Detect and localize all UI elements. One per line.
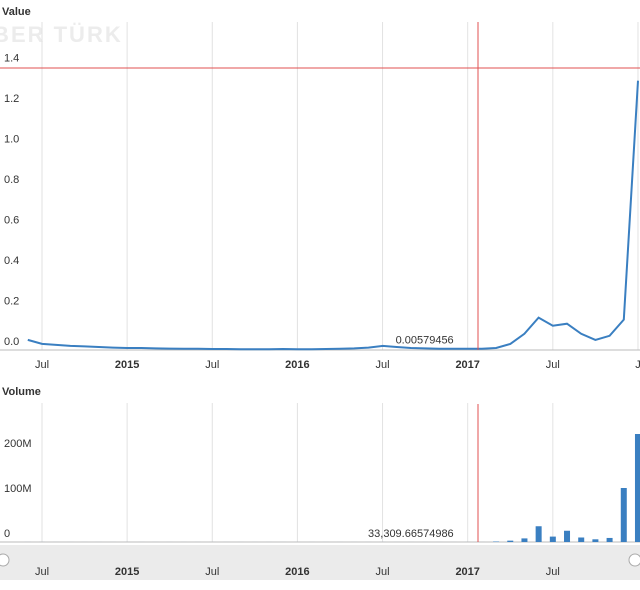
y-tick-label: 1.0 [4, 133, 19, 145]
x-tick-label: Jul [35, 359, 49, 371]
y-tick-label: 0 [4, 528, 10, 540]
bar [564, 530, 571, 542]
value-label: 33,309.66574986 [368, 528, 454, 540]
bar [578, 537, 585, 542]
bar [535, 526, 542, 542]
y-tick-label: 200M [4, 438, 32, 450]
x-tick-label: Jul [205, 359, 219, 371]
bar [507, 540, 514, 542]
x-tick-label: J [635, 359, 640, 371]
x-tick-label: Jul [546, 566, 560, 578]
y-tick-label: 100M [4, 483, 32, 495]
y-tick-label: 0.8 [4, 174, 19, 186]
x-tick-label: Jul [376, 359, 390, 371]
y-tick-label: 0.6 [4, 214, 19, 226]
y-tick-label: 1.2 [4, 93, 19, 105]
bar [634, 434, 640, 542]
x-tick-label: 2016 [285, 359, 309, 371]
watermark: HABER TÜRK [0, 22, 123, 47]
bar [521, 538, 528, 542]
x-tick-label: Jul [35, 566, 49, 578]
x-tick-label: 2015 [115, 566, 139, 578]
line [27, 80, 639, 351]
panel-title: Volume [2, 386, 41, 398]
bar [620, 488, 627, 542]
panel-title: Value [2, 6, 31, 18]
y-tick-label: 0.4 [4, 255, 19, 267]
navigator-handle[interactable] [628, 553, 640, 567]
bar [592, 539, 599, 542]
x-tick-label: 2017 [455, 566, 479, 578]
navigator-handle[interactable] [0, 553, 10, 567]
x-tick-label: Jul [546, 359, 560, 371]
bar [606, 537, 613, 542]
x-tick-label: Jul [376, 566, 390, 578]
bar [549, 536, 556, 542]
y-tick-label: 1.4 [4, 52, 19, 64]
y-tick-label: 0.0 [4, 336, 19, 348]
y-tick-label: 0.2 [4, 295, 19, 307]
x-tick-label: 2015 [115, 359, 139, 371]
navigator [0, 545, 640, 580]
x-tick-label: 2016 [285, 566, 309, 578]
x-tick-label: Jul [205, 566, 219, 578]
value-label: 0.00579456 [396, 335, 454, 347]
x-tick-label: 2017 [455, 359, 479, 371]
